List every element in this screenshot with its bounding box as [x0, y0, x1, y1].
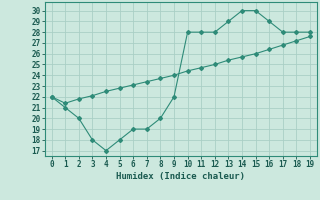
- X-axis label: Humidex (Indice chaleur): Humidex (Indice chaleur): [116, 172, 245, 181]
